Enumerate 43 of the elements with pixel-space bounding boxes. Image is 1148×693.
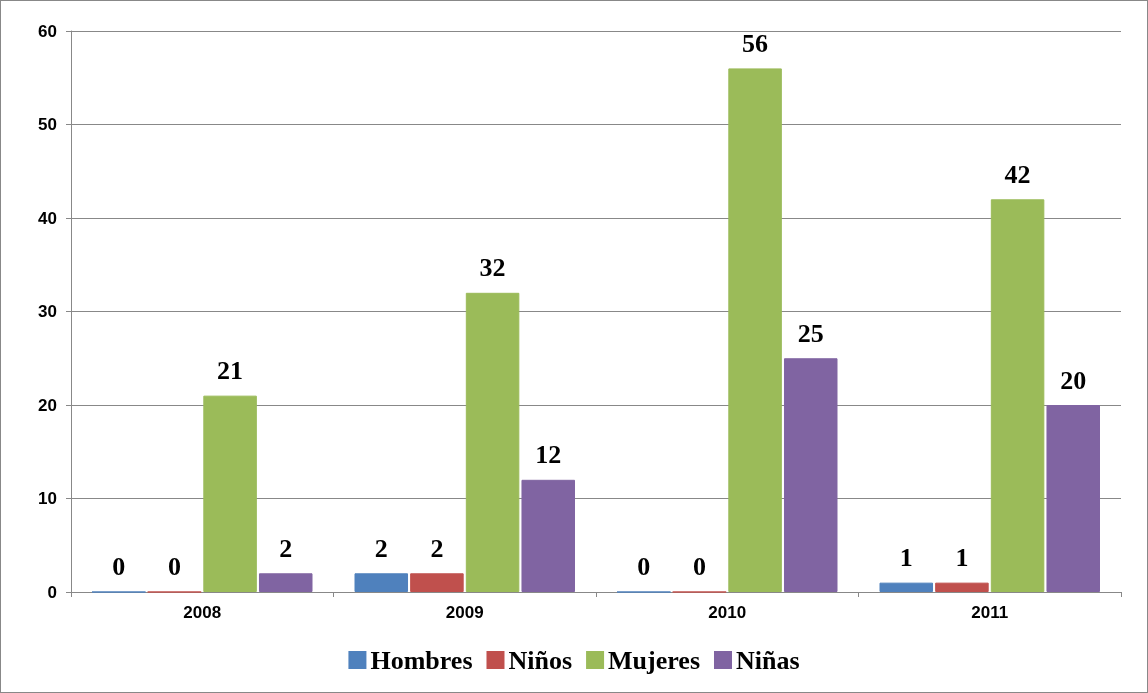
- bar: [258, 573, 313, 592]
- bar: [935, 582, 989, 592]
- data-label: 2: [374, 533, 388, 563]
- data-label: 2: [430, 533, 444, 563]
- legend-label: Mujeres: [608, 645, 701, 675]
- bar: [465, 292, 520, 592]
- bar: [354, 573, 409, 592]
- data-label: 25: [797, 318, 824, 348]
- y-tick-label: 0: [47, 582, 57, 602]
- y-tick-label: 60: [38, 21, 57, 41]
- data-label: 12: [535, 440, 562, 470]
- bar: [410, 573, 464, 592]
- bar: [783, 358, 838, 592]
- data-label: 1: [955, 543, 969, 573]
- bar: [879, 582, 934, 592]
- bar: [728, 68, 782, 592]
- bar: [990, 199, 1045, 592]
- legend-label: Niños: [508, 645, 573, 675]
- x-tick-label: 2008: [183, 603, 222, 622]
- bar: [521, 479, 575, 592]
- data-label: 20: [1060, 365, 1087, 395]
- legend-label: Niñas: [736, 645, 800, 675]
- y-tick-label: 40: [38, 208, 57, 228]
- data-label: 0: [637, 552, 651, 581]
- data-label: 42: [1004, 159, 1031, 189]
- data-label: 56: [742, 28, 769, 58]
- y-tick-label: 50: [38, 115, 57, 134]
- data-label: 21: [217, 356, 244, 386]
- y-tick-label: 30: [38, 302, 57, 321]
- bar: [1046, 405, 1100, 592]
- data-label: 2: [279, 533, 293, 563]
- x-tick-label: 2011: [971, 603, 1009, 622]
- x-tick-label: 2009: [445, 603, 484, 622]
- x-tick-label: 2010: [708, 603, 747, 622]
- y-tick-label: 20: [38, 395, 57, 415]
- data-label: 32: [479, 253, 506, 283]
- data-label: 0: [167, 552, 181, 581]
- y-tick-label: 10: [38, 489, 57, 508]
- bar: [203, 395, 257, 592]
- data-label: 0: [112, 552, 126, 581]
- data-label: 1: [899, 543, 913, 573]
- data-label: 0: [692, 552, 706, 581]
- legend-label: Hombres: [370, 645, 473, 675]
